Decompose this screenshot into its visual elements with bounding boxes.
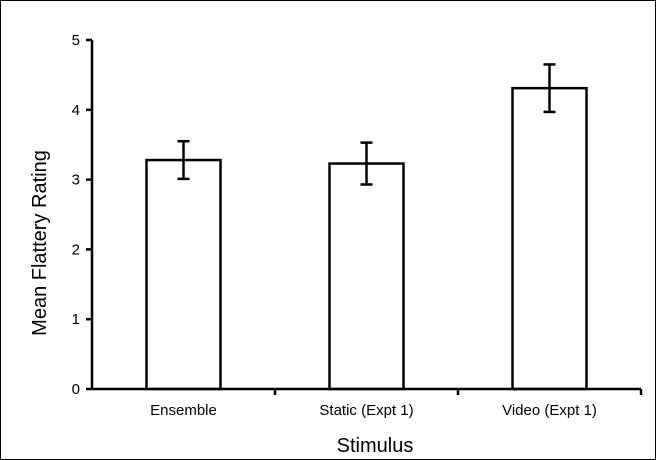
bar-static-expt-1 (328, 162, 405, 391)
x-category-label: Ensemble (150, 402, 217, 419)
bar-video-expt-1 (511, 86, 588, 391)
y-tick-label: 0 (72, 381, 80, 398)
y-tick-label: 3 (72, 172, 80, 189)
x-category-label: Static (Expt 1) (319, 402, 413, 419)
error-bars (177, 63, 556, 186)
x-category-label: Video (Expt 1) (502, 402, 597, 419)
y-tick-label: 1 (72, 311, 80, 328)
error-bar (360, 141, 373, 186)
x-axis-title: Stimulus (337, 435, 414, 457)
bar-ensemble (145, 158, 222, 391)
y-tick-label: 2 (72, 241, 80, 258)
error-bar (177, 139, 190, 181)
x-axis-ticks: Ensemble Static (Expt 1) Video (Expt 1) (150, 389, 643, 419)
y-axis-ticks: 0 1 2 3 4 5 (72, 32, 92, 398)
bars (145, 86, 588, 391)
error-bar (543, 63, 556, 114)
y-axis-title: Mean Flattery Rating (29, 150, 51, 336)
y-tick-label: 5 (72, 32, 80, 49)
y-tick-label: 4 (72, 102, 80, 119)
